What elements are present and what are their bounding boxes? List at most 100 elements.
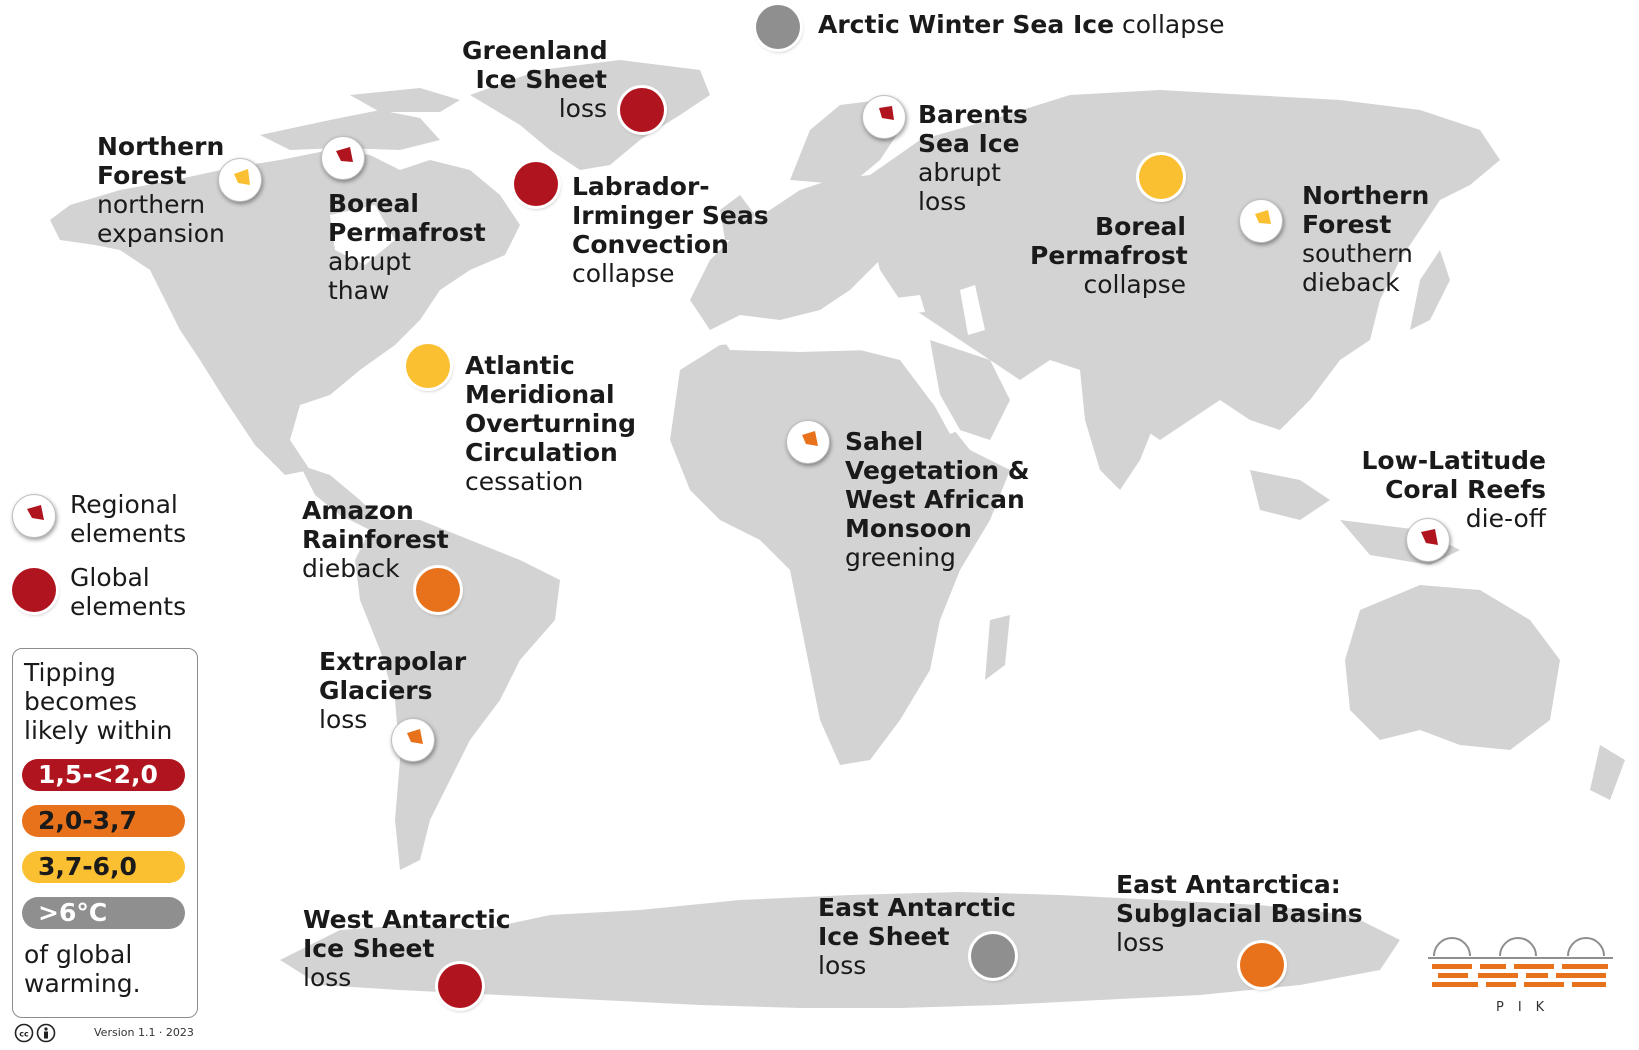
legend-level-grey: >6°C — [22, 897, 185, 929]
labrador-irminger-marker — [514, 162, 558, 206]
asia-landmass — [870, 90, 1500, 440]
label-normal: northern — [97, 190, 206, 219]
mediterranean-sea — [720, 330, 870, 352]
label-bold: Permafrost — [1030, 241, 1188, 270]
label-normal: collapse — [572, 259, 675, 288]
svg-text:cc: cc — [19, 1030, 29, 1039]
northern-forest-na-marker — [218, 158, 262, 202]
label-normal: loss — [319, 705, 368, 734]
label-bold: West African — [845, 485, 1025, 514]
caspian-sea — [960, 285, 985, 335]
east-antarctica-basins-marker — [1240, 943, 1284, 987]
label-bold: Low-Latitude — [1361, 446, 1547, 475]
label-bold: Northern — [1302, 181, 1430, 210]
label-normal: abrupt — [918, 158, 1001, 187]
label-bold: Glaciers — [319, 676, 433, 705]
label-bold: Sahel — [845, 427, 924, 456]
label-bold: Ice Sheet — [303, 934, 435, 963]
extrapolar-glaciers-marker — [391, 718, 435, 762]
label-normal: die-off — [1465, 504, 1546, 533]
legend-global-marker — [12, 568, 56, 612]
creative-commons-icon: cc — [14, 1023, 56, 1043]
label-bold: Coral Reefs — [1385, 475, 1546, 504]
label-bold: Boreal — [328, 189, 419, 218]
label-normal: southern — [1302, 239, 1413, 268]
label-normal: greening — [845, 543, 956, 572]
label-bold: Ice Sheet — [475, 65, 607, 94]
version-text: Version 1.1 · 2023 — [94, 1026, 194, 1039]
label-bold: Forest — [1302, 210, 1392, 239]
legend-text: Regional — [70, 490, 178, 519]
legend-text: warming. — [24, 969, 141, 998]
label-bold: Convection — [572, 230, 729, 259]
southeast-asia-islands — [1250, 470, 1330, 520]
label-normal: cessation — [465, 467, 584, 496]
yellow-flag-icon — [1255, 210, 1271, 224]
antarctica-landmass — [280, 892, 1400, 1008]
label-bold: Rainforest — [302, 525, 449, 554]
red-flag-icon — [1421, 529, 1438, 545]
red-sea — [915, 368, 960, 434]
west-antarctic-ice-sheet-marker — [438, 964, 482, 1008]
label-bold: Vegetation & — [845, 456, 1030, 485]
europe-landmass — [690, 175, 890, 330]
label-normal: abrupt — [328, 247, 411, 276]
legend-text: Global — [70, 563, 150, 592]
label-bold: Atlantic — [465, 351, 575, 380]
label-normal: dieback — [1302, 268, 1400, 297]
pik-logo — [1428, 937, 1613, 987]
amazon-rainforest-label: Amazon Rainforest dieback — [302, 496, 449, 583]
label-normal: collapse — [1083, 270, 1186, 299]
greenland-ice-sheet-marker — [620, 88, 664, 132]
yellow-flag-icon — [234, 169, 250, 185]
label-bold: Labrador- — [572, 172, 710, 201]
label-bold: Irminger Seas — [572, 201, 769, 230]
south-america-landmass — [355, 520, 560, 870]
northern-forest-asia-label: Northern Forest southern dieback — [1302, 181, 1429, 297]
boreal-permafrost-collapse-label: Boreal Permafrost collapse — [1030, 212, 1188, 299]
label-bold: Permafrost — [328, 218, 486, 247]
label-normal: loss — [918, 187, 967, 216]
label-normal: loss — [558, 94, 607, 123]
legend-level-orange: 2,0-3,7 — [22, 805, 185, 837]
label-normal: expansion — [97, 219, 225, 248]
boreal-permafrost-collapse-marker — [1139, 155, 1183, 199]
north-america-landmass — [50, 150, 520, 475]
greenland-ice-sheet-label: Greenland Ice Sheet loss — [462, 36, 608, 123]
japan — [1410, 250, 1450, 330]
hudson-bay — [330, 205, 395, 265]
label-normal: thaw — [328, 276, 390, 305]
extrapolar-glaciers-label: Extrapolar Glaciers loss — [319, 647, 466, 734]
coral-reefs-marker — [1406, 518, 1450, 562]
legend-title: Tipping becomes likely within — [24, 658, 172, 745]
east-antarctica-basins-label: East Antarctica: Subglacial Basins loss — [1116, 870, 1363, 957]
label-bold: East Antarctic — [818, 893, 1016, 922]
east-antarctic-ice-sheet-marker — [971, 934, 1015, 978]
legend-level-red: 1,5-<2,0 — [22, 759, 185, 791]
label-bold: Ice Sheet — [818, 922, 950, 951]
label-bold: Extrapolar — [319, 647, 467, 676]
legend-regional-label: Regional elements — [70, 490, 186, 548]
pik-logo-text: PIK — [1496, 1000, 1559, 1015]
red-flag-icon — [336, 147, 353, 162]
label-bold: Sea Ice — [918, 129, 1020, 158]
label-normal: loss — [303, 963, 352, 992]
label-bold: Barents — [918, 100, 1028, 129]
legend-level-yellow: 3,7-6,0 — [22, 851, 185, 883]
west-antarctic-ice-sheet-label: West Antarctic Ice Sheet loss — [303, 905, 511, 992]
label-bold: Arctic Winter Sea Ice — [818, 10, 1115, 39]
label-bold: West Antarctic — [303, 905, 511, 934]
amazon-rainforest-marker — [416, 568, 460, 612]
legend-regional-marker — [12, 494, 56, 538]
madagascar — [985, 615, 1010, 680]
legend-global-label: Global elements — [70, 563, 186, 621]
label-bold: Monsoon — [845, 514, 972, 543]
label-bold: Subglacial Basins — [1116, 899, 1363, 928]
legend-text: becomes — [24, 687, 138, 716]
africa-landmass — [670, 340, 1010, 765]
legend-text: Tipping — [24, 658, 116, 687]
new-zealand — [1590, 745, 1625, 800]
amoc-marker — [406, 344, 450, 388]
label-bold: Amazon — [302, 496, 414, 525]
